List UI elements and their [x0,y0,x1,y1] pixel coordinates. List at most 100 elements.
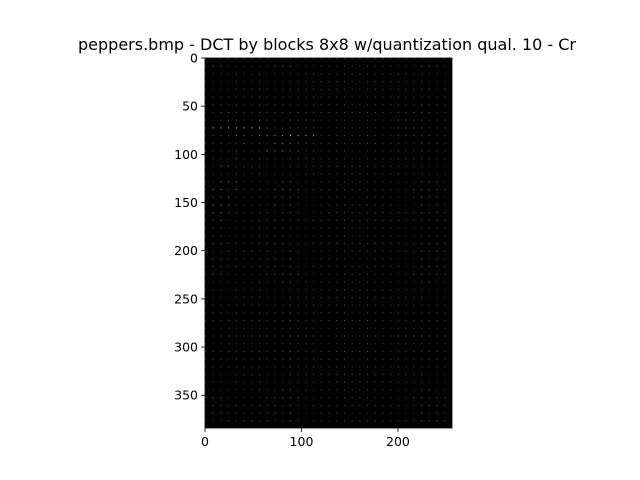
dct-block-coefficient [305,219,307,221]
dct-block-coefficient [390,389,392,391]
dct-block-coefficient [382,219,384,221]
dct-block-coefficient [374,358,376,360]
dct-block-coefficient [436,404,438,406]
dct-block-coefficient [421,88,423,90]
dct-block-coefficient [205,165,206,167]
chart-title: peppers.bmp - DCT by blocks 8x8 w/quanti… [78,35,576,54]
dct-block-coefficient [405,135,407,137]
dct-block-coefficient [243,212,245,214]
dct-block-coefficient [413,111,415,113]
dct-block-coefficient [351,343,353,345]
dct-block-coefficient [220,266,222,268]
dct-block-coefficient [359,58,361,59]
dct-block-coefficient [313,96,315,98]
dct-block-coefficient [282,358,284,360]
dct-block-coefficient [382,296,384,298]
dct-block-coefficient [421,127,423,129]
dct-block-coefficient [243,266,245,268]
dct-block-coefficient [436,119,438,121]
dct-block-coefficient [289,343,291,345]
dct-block-coefficient [266,381,268,383]
dct-block-coefficient [421,389,423,391]
dct-block-coefficient [421,119,423,121]
dct-block-coefficient [274,389,276,391]
dct-block-coefficient [351,281,353,283]
dct-block-coefficient [205,412,206,414]
dct-block-coefficient [297,227,299,229]
dct-block-coefficient [205,289,206,291]
dct-block-coefficient [243,58,245,59]
dct-block-coefficient [343,258,345,260]
dct-block-coefficient [436,312,438,314]
dct-block-coefficient [266,65,268,67]
dct-block-coefficient [328,111,330,113]
dct-block-coefficient [343,397,345,399]
dct-block-coefficient [243,381,245,383]
dct-block-coefficient [282,158,284,160]
dct-block-coefficient [336,412,338,414]
dct-block-coefficient [367,366,369,368]
dct-block-coefficient [367,158,369,160]
dct-block-coefficient [235,88,237,90]
dct-block-coefficient [421,227,423,229]
dct-block-coefficient [251,266,253,268]
dct-block-coefficient [421,173,423,175]
dct-block-coefficient [320,250,322,252]
dct-block-coefficient [228,73,230,75]
dct-block-coefficient [282,65,284,67]
dct-block-coefficient [289,189,291,191]
dct-block-coefficient [397,181,399,183]
dct-block-coefficient [251,381,253,383]
dct-block-coefficient [359,281,361,283]
dct-block-coefficient [374,165,376,167]
dct-block-coefficient [359,235,361,237]
dct-block-coefficient [243,165,245,167]
dct-block-coefficient [297,312,299,314]
dct-block-coefficient [413,374,415,376]
dct-block-coefficient [220,127,222,129]
dct-block-coefficient [328,289,330,291]
dct-block-coefficient [351,327,353,329]
dct-block-coefficient [436,412,438,414]
dct-block-coefficient [235,212,237,214]
dct-block-coefficient [274,273,276,275]
dct-block-coefficient [205,243,206,244]
dct-block-coefficient [235,189,237,191]
dct-block-coefficient [320,165,322,167]
dct-block-coefficient [320,343,322,345]
dct-block-coefficient [259,189,261,191]
dct-block-coefficient [282,142,284,144]
dct-block-coefficient [359,320,361,322]
dct-block-coefficient [228,219,230,221]
dct-block-coefficient [359,412,361,414]
dct-block-coefficient [243,150,245,152]
dct-block-coefficient [382,81,384,83]
dct-block-coefficient [289,281,291,283]
dct-block-coefficient [421,266,423,268]
dct-block-coefficient [205,104,206,106]
dct-block-coefficient [397,350,399,352]
dct-block-coefficient [266,181,268,183]
dct-block-coefficient [274,212,276,214]
dct-block-coefficient [282,73,284,75]
dct-block-coefficient [390,281,392,283]
dct-block-coefficient [274,189,276,191]
dct-block-coefficient [212,181,214,183]
dct-block-coefficient [289,96,291,98]
dct-block-coefficient [397,335,399,337]
dct-block-coefficient [428,181,430,183]
dct-block-coefficient [235,273,237,275]
dct-block-coefficient [235,104,237,106]
dct-block-coefficient [343,165,345,167]
dct-block-coefficient [235,266,237,268]
dct-block-coefficient [421,104,423,106]
dct-block-coefficient [351,196,353,198]
dct-block-coefficient [428,281,430,283]
dct-block-coefficient [251,273,253,275]
dct-block-coefficient [243,273,245,275]
dct-block-coefficient [390,243,392,244]
dct-block-coefficient [251,420,253,422]
dct-block-coefficient [328,235,330,237]
dct-block-coefficient [243,358,245,360]
dct-block-coefficient [444,173,446,175]
